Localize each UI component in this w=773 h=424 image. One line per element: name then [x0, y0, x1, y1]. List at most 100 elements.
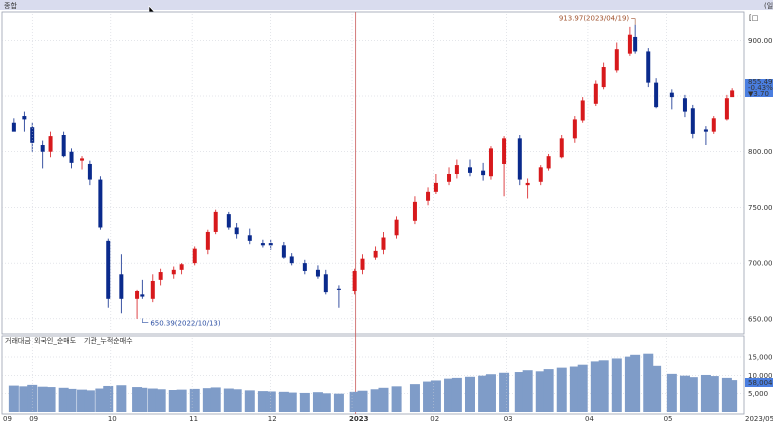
annotation-leader [631, 18, 636, 25]
volume-bar [84, 390, 95, 412]
candle-body [373, 250, 378, 258]
candle-body [580, 100, 585, 121]
volume-bar [451, 377, 462, 412]
candle-body [179, 264, 184, 270]
volume-bar [333, 393, 344, 412]
volume-bar [349, 391, 360, 412]
volume-bar [244, 390, 255, 412]
volume-bar [598, 360, 609, 412]
current-price-box [745, 79, 773, 97]
candle-body [433, 182, 438, 192]
volume-bar [210, 387, 221, 412]
volume-current-box [745, 378, 773, 387]
candle-body [703, 129, 708, 132]
volume-bar [370, 389, 381, 412]
candle-body [381, 237, 386, 250]
x-tick-label: 2023/05/ [745, 415, 773, 423]
volume-bar [721, 377, 732, 412]
candle-body [614, 49, 619, 71]
candle-body [150, 280, 155, 299]
candle-body [467, 167, 472, 173]
candle-body [454, 165, 459, 174]
candle-body [654, 82, 659, 108]
candle-body [140, 294, 145, 297]
candle-body [730, 90, 735, 98]
x-tick-label: 09 [29, 415, 38, 423]
price-y-tick-label: 700.00 [748, 260, 773, 268]
volume-bar [19, 386, 30, 412]
price-grid [2, 40, 744, 320]
volume-bar [499, 372, 510, 412]
volume-bar [444, 378, 455, 412]
x-tick-label: 11 [189, 415, 198, 423]
current-price-value: 855.49 [748, 78, 773, 86]
candle-body [61, 135, 66, 157]
price-annotations: 913.97(2023/04/19) 650.39(2022/10/13) [142, 15, 636, 327]
candle-body [394, 219, 399, 236]
candle-body [488, 148, 493, 177]
candle-body [627, 34, 632, 54]
volume-bar [590, 361, 601, 412]
candle-body [669, 92, 674, 98]
annotation-leader [142, 318, 149, 323]
volume-bar [155, 389, 166, 412]
candle-body [360, 258, 365, 270]
volume-bar [464, 376, 475, 412]
x-tick-label: 12 [268, 415, 277, 423]
candle-body [302, 263, 307, 271]
volume-bar [423, 381, 434, 412]
candle-body [538, 167, 543, 182]
volume-y-tick-label: 5,000 [748, 390, 768, 398]
volume-bar [535, 371, 546, 412]
candle-body [682, 98, 687, 112]
candle-body [315, 269, 320, 277]
candle-body [426, 191, 431, 201]
candle-body [135, 291, 140, 299]
candle-body [412, 201, 417, 221]
volume-current-value: 58,004 [748, 379, 773, 387]
candle-body [525, 182, 530, 186]
candle-body [481, 170, 486, 176]
candle-body [336, 288, 341, 290]
current-price-change-abs: ▼3.70 [748, 90, 769, 98]
volume-bar [176, 389, 187, 412]
volume-bar [522, 370, 533, 412]
volume-bar [409, 384, 420, 412]
candle-body [601, 67, 606, 88]
title-bar[interactable] [0, 0, 773, 10]
candle-body [171, 269, 176, 275]
candle-body [48, 136, 53, 152]
candle-body [158, 272, 163, 280]
candle-body [234, 227, 239, 235]
volume-bar [577, 364, 588, 412]
volume-bar [514, 372, 525, 412]
price-y-axis: 650.00 700.00 750.00 800.00 900.00 [748, 37, 773, 324]
candle-body [260, 243, 265, 246]
candle-body [447, 174, 452, 182]
scale-icon[interactable]: [□ [749, 14, 758, 22]
x-tick-label: 04 [585, 415, 594, 423]
candle-body [40, 145, 45, 152]
volume-bar [278, 391, 289, 412]
candlestick-series [11, 24, 735, 319]
volume-bar [312, 392, 323, 412]
x-axis: 09 09 10 11 12 2023 02 03 04 05 2023/05/ [3, 14, 773, 423]
candle-body [546, 156, 551, 169]
candle-body [572, 119, 577, 139]
volume-bar [37, 386, 48, 412]
candle-body [119, 274, 124, 299]
volume-bar [147, 388, 158, 412]
candle-body [559, 138, 564, 158]
candle-body [247, 235, 252, 241]
volume-legend: 거래대금 외국인_순매도 기관_누적순매수 [5, 336, 133, 345]
price-y-tick-label: 750.00 [748, 204, 773, 212]
volume-bar [700, 374, 711, 412]
volume-bar [651, 365, 662, 412]
x-tick-label: 09 [3, 415, 12, 423]
volume-bar [727, 380, 738, 412]
volume-bar [132, 387, 143, 412]
candle-body [87, 163, 92, 180]
volume-bar [77, 389, 88, 412]
candle-body [22, 116, 27, 120]
volume-bar [168, 390, 179, 412]
